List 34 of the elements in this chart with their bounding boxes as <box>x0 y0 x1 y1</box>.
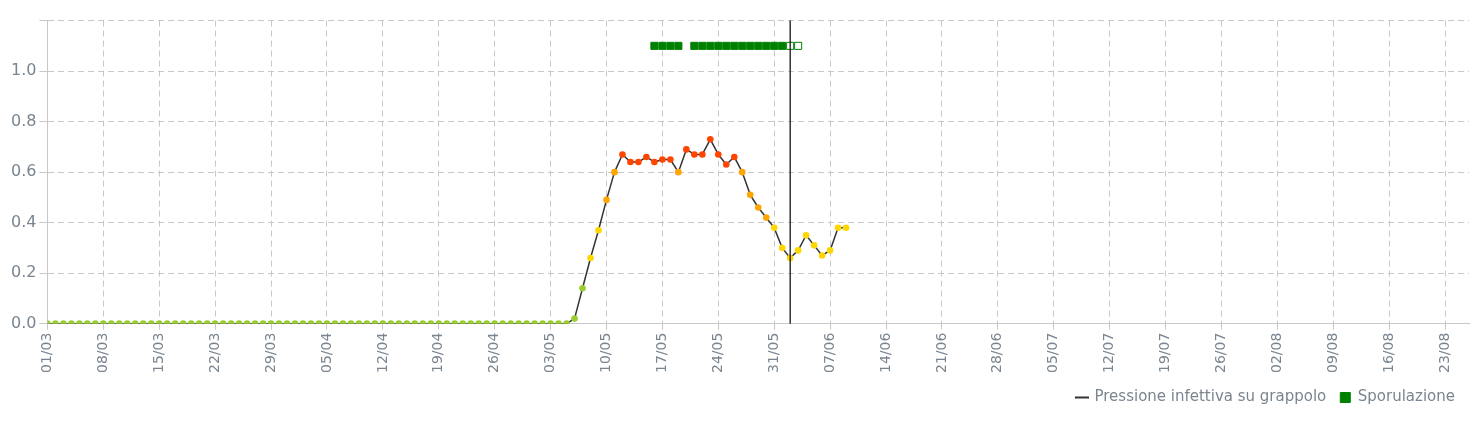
x-tick-label: 23/08 <box>1435 332 1452 374</box>
x-tick-label: 16/08 <box>1379 332 1396 374</box>
y-tick-label: 0.2 <box>10 262 37 282</box>
x-tick-label: 02/08 <box>1267 332 1284 374</box>
x-tick-label: 03/05 <box>541 332 558 374</box>
x-tick-label: 19/07 <box>1156 332 1173 374</box>
x-tick-label: 05/04 <box>317 332 334 374</box>
x-tick-label: 07/06 <box>820 332 837 374</box>
y-tick-label: 0.4 <box>10 211 37 231</box>
y-tick-label: 0.0 <box>10 312 37 332</box>
x-tick-label: 26/07 <box>1212 332 1229 374</box>
legend-label: Sporulazione <box>1357 387 1456 406</box>
x-tick-label: 29/03 <box>261 332 278 374</box>
x-tick-label: 14/06 <box>876 332 893 374</box>
x-tick-label: 28/06 <box>988 332 1005 374</box>
x-tick-label: 24/05 <box>708 332 725 374</box>
x-tick-label: 08/03 <box>93 332 110 374</box>
x-tick-label: 17/05 <box>653 332 670 374</box>
y-tick-label: 0.8 <box>10 110 37 130</box>
x-tick-label: 05/07 <box>1044 332 1061 374</box>
x-tick-label: 12/04 <box>373 332 390 374</box>
x-tick-label: 10/05 <box>597 332 614 374</box>
y-tick-label: 1.0 <box>10 60 37 80</box>
x-tick-label: 26/04 <box>485 332 502 374</box>
x-tick-label: 01/03 <box>38 332 55 374</box>
x-tick-label: 15/03 <box>149 332 166 374</box>
x-tick-label: 19/04 <box>429 332 446 374</box>
x-tick-label: 09/08 <box>1323 332 1340 374</box>
y-tick-label: 0.6 <box>10 161 37 181</box>
legend-label: Pressione infettiva su grappolo <box>1094 387 1327 406</box>
x-tick-label: 22/03 <box>205 332 222 374</box>
x-tick-label: 21/06 <box>932 332 949 374</box>
x-tick-label: 12/07 <box>1100 332 1117 374</box>
x-tick-label: 31/05 <box>764 332 781 374</box>
